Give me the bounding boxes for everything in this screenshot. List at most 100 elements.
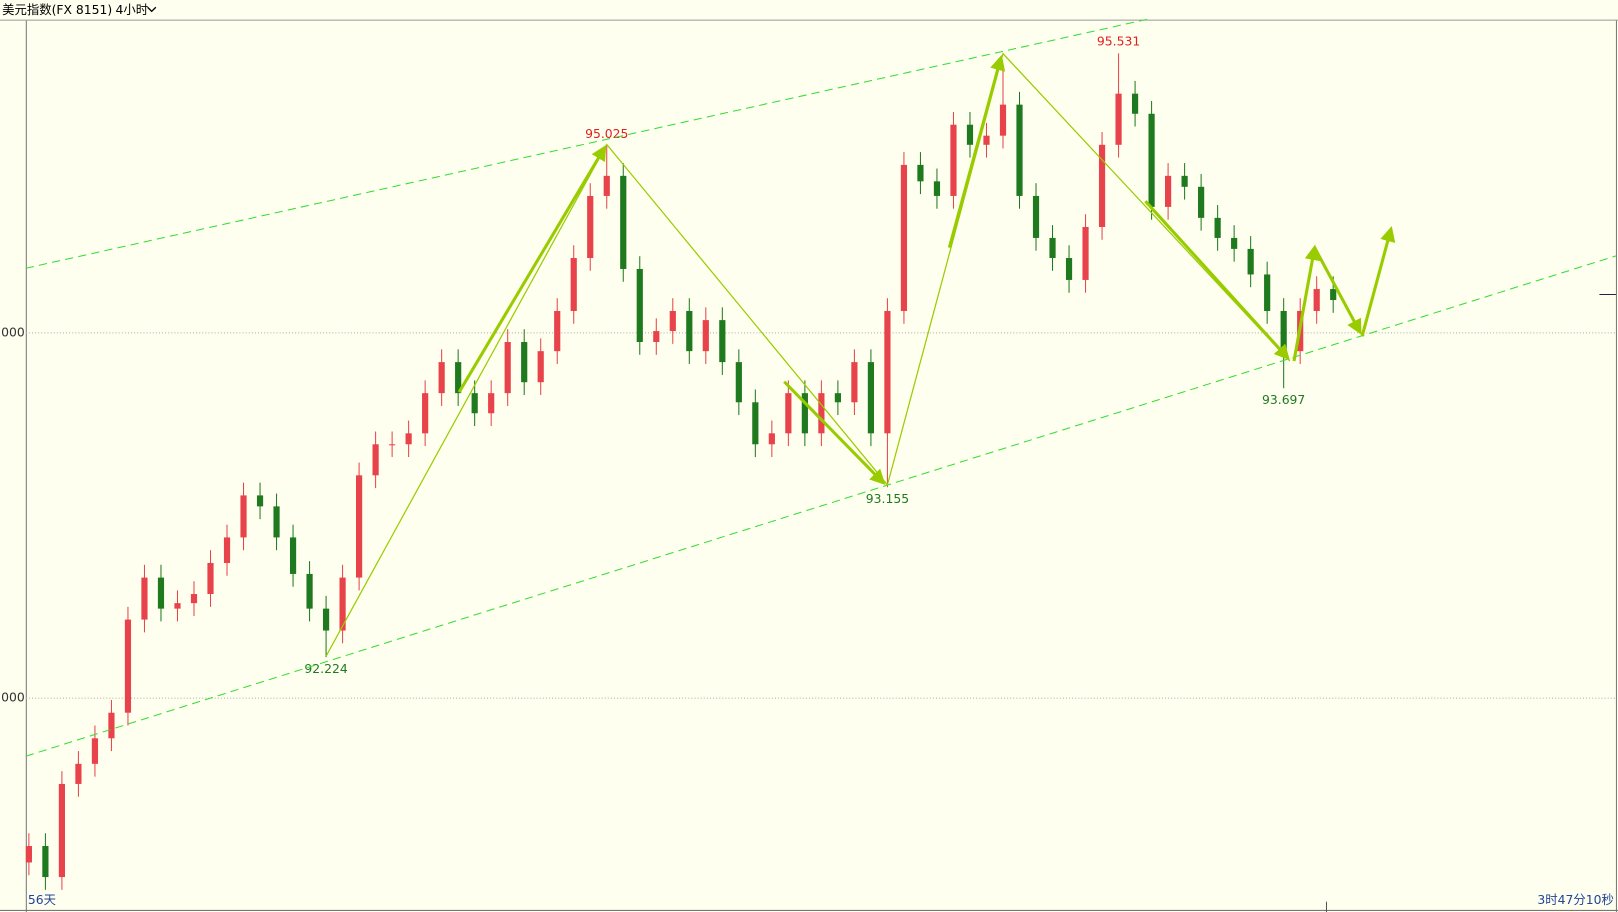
candle-body [306, 573, 313, 609]
candle-body [174, 603, 181, 609]
candle-body [1330, 289, 1337, 301]
candle-body [25, 846, 32, 863]
candle-body [455, 362, 462, 394]
candle-body [488, 393, 495, 414]
candle-body [157, 577, 165, 609]
candle-body [108, 712, 115, 739]
candle-body [669, 310, 676, 332]
candle-body [554, 310, 561, 352]
candle-body [256, 495, 264, 507]
candle-body [917, 164, 924, 182]
candle-body [719, 320, 726, 363]
dropdown-icon[interactable] [147, 6, 157, 13]
candle-body [1065, 258, 1073, 280]
candle-body [752, 402, 759, 445]
footer-right: 3时47分10秒 [1537, 893, 1614, 907]
candle-body [587, 195, 594, 259]
zigzag [325, 52, 1291, 657]
candle-body [702, 320, 709, 352]
candle-body [339, 577, 346, 631]
candle-body [75, 763, 82, 784]
title: 美元指数(FX 8151) [2, 2, 112, 17]
candle-body [735, 362, 742, 403]
candle-body [884, 310, 891, 434]
candle-body [124, 619, 132, 713]
candle-body [768, 433, 775, 445]
candle-body [851, 362, 858, 403]
candle-body [521, 342, 528, 383]
drawings [25, 18, 1617, 757]
footer-left: 56天 [28, 893, 56, 907]
candle-body [1231, 237, 1238, 249]
arrow [1313, 246, 1362, 335]
candle-body [834, 393, 841, 403]
candle-body [471, 393, 478, 414]
candle-body [603, 175, 610, 196]
candle-body [933, 181, 941, 196]
extreme-label: 95.531 [1097, 34, 1140, 48]
candle-body [141, 577, 148, 620]
candle-body [950, 124, 957, 196]
channel-lower [25, 255, 1617, 757]
candle-body [1264, 274, 1271, 311]
candle-body [223, 537, 231, 563]
candle-body [1098, 144, 1106, 227]
candle-body [372, 444, 379, 476]
candle-body [570, 258, 577, 311]
candle-body [289, 537, 297, 574]
candle-body [190, 594, 198, 604]
candle-body [686, 310, 693, 352]
candle-body [537, 351, 544, 383]
candle-body [1148, 113, 1155, 207]
candle-body [91, 738, 99, 764]
candle-body [620, 175, 627, 269]
y-tick-label: 92.000 [0, 691, 25, 705]
y-tick-label: 94.000 [0, 325, 25, 339]
candle-body [422, 393, 429, 434]
candle-body [636, 268, 643, 343]
candle-body [1198, 186, 1205, 218]
channel-upper [25, 18, 1151, 269]
candle-body [653, 331, 660, 343]
candle-body [785, 393, 792, 434]
arrow [947, 54, 1006, 249]
arrow [1292, 244, 1321, 362]
extreme-label: 93.155 [866, 492, 909, 506]
candle-body [405, 433, 412, 445]
candle-body [818, 393, 825, 434]
candle-body [356, 475, 363, 578]
arrow [1360, 226, 1396, 337]
arrow [1144, 200, 1290, 361]
candle-body [504, 342, 511, 394]
candle-body [273, 506, 280, 538]
candle-body [999, 104, 1007, 136]
candle-body [1131, 93, 1139, 114]
extreme-label: 92.224 [304, 662, 347, 676]
candle-body [207, 562, 214, 595]
candle-body [1049, 237, 1056, 259]
candle-body [322, 608, 330, 631]
candle-body [438, 362, 445, 394]
candle-body [389, 444, 396, 446]
candle-body [801, 393, 808, 434]
candle-body [1165, 175, 1172, 207]
candle-body [58, 783, 66, 878]
candle-body [1181, 175, 1188, 187]
candle-body [1247, 248, 1254, 275]
extreme-label: 93.697 [1262, 393, 1305, 407]
candle-body [966, 124, 974, 145]
candle-body [867, 362, 875, 434]
candle-body [1115, 93, 1122, 145]
candle-body [1313, 289, 1320, 311]
candle-body [1016, 104, 1023, 196]
period[interactable]: 4小时 [116, 3, 149, 17]
arrow [457, 144, 607, 393]
candle-body [983, 135, 990, 145]
candle-body [1280, 310, 1287, 352]
candle-body [240, 495, 247, 538]
candle-body [1214, 217, 1221, 238]
candle-body [1082, 226, 1089, 280]
